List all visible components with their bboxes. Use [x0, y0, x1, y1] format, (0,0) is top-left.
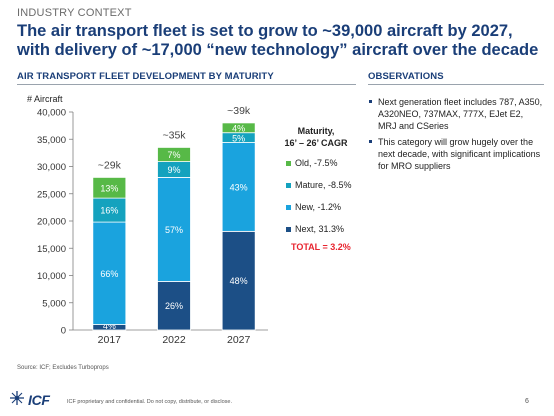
observation-bullet: This category will grow hugely over the … — [368, 136, 544, 172]
x-tick-label: 2017 — [98, 334, 122, 346]
y-tick-label: 35,000 — [37, 135, 66, 146]
bar-value-label: 4% — [103, 321, 116, 331]
section-kicker: INDUSTRY CONTEXT — [17, 7, 132, 19]
bar-total-label: ~29k — [98, 159, 122, 171]
y-axis-label: # Aircraft — [27, 94, 63, 104]
source-note: Source: ICF; Excludes Turboprops — [17, 365, 109, 371]
bar-total-label: ~39k — [227, 105, 251, 117]
legend-label-next: Next, 31.3% — [295, 224, 344, 234]
legend-label-new: New, -1.2% — [295, 202, 341, 212]
x-tick-label: 2022 — [162, 334, 186, 346]
observations-list: Next generation fleet includes 787, A350… — [368, 96, 544, 176]
icf-logo-text: ICF — [28, 392, 50, 408]
observations-heading: OBSERVATIONS — [368, 71, 444, 82]
bar-segment-new — [221, 142, 256, 232]
chart-section-divider — [17, 84, 356, 85]
bar-segment-new — [157, 177, 191, 282]
bar-value-label: 43% — [230, 182, 248, 192]
y-tick-label: 25,000 — [37, 189, 66, 200]
y-tick-label: 40,000 — [37, 108, 66, 119]
y-tick-label: 20,000 — [37, 217, 66, 228]
bar-segment-old — [92, 177, 127, 199]
y-tick-label: 30,000 — [37, 162, 66, 173]
fleet-stacked-bar-chart: # Aircraft 0 5,000 10,000 15,000 20,000 25,000… — [27, 94, 352, 346]
bar-value-label: 57% — [165, 225, 183, 235]
observation-bullet: Next generation fleet includes 787, A350… — [368, 96, 544, 132]
legend-total-cagr: TOTAL = 3.2% — [291, 242, 351, 252]
legend-label-mature: Mature, -8.5% — [295, 180, 352, 190]
bar-value-label: 48% — [230, 276, 248, 286]
bar-value-label: 26% — [165, 301, 183, 311]
legend-swatch-new — [286, 205, 291, 210]
legend-swatch-old — [286, 161, 291, 166]
legend-label-old: Old, -7.5% — [295, 158, 338, 168]
observations-divider — [368, 84, 544, 85]
legend-title: 16’ – 26’ CAGR — [284, 138, 348, 148]
bar-segment-old — [157, 147, 191, 162]
chart-section-heading: AIR TRANSPORT FLEET DEVELOPMENT BY MATUR… — [17, 71, 274, 82]
bar-segment-next — [157, 281, 191, 331]
bar-value-label: 4% — [232, 124, 245, 134]
confidential-notice: ICF proprietary and confidential. Do not… — [67, 399, 232, 405]
bar-value-label: 66% — [100, 269, 118, 279]
y-tick-label: 0 — [61, 326, 66, 337]
legend-swatch-next — [286, 227, 291, 232]
bar-total-label: ~35k — [162, 129, 186, 141]
icf-logo-mark-icon — [10, 391, 24, 405]
bar-value-label: 13% — [100, 183, 118, 193]
bar-segment-old — [221, 122, 256, 134]
legend-swatch-mature — [286, 183, 291, 188]
bar-value-label: 16% — [100, 206, 118, 216]
y-tick-label: 5,000 — [42, 298, 66, 309]
bar-value-label: 5% — [232, 134, 245, 144]
page-number: 6 — [525, 398, 529, 405]
bar-value-label: 9% — [167, 165, 180, 175]
y-tick-label: 15,000 — [37, 244, 66, 255]
bar-segment-next — [221, 230, 256, 331]
x-tick-label: 2027 — [227, 334, 251, 346]
legend-title: Maturity, — [298, 126, 335, 136]
y-tick-label: 10,000 — [37, 271, 66, 282]
bar-value-label: 7% — [167, 150, 180, 160]
slide-title: The air transport fleet is set to grow t… — [17, 22, 539, 59]
bar-segment-new — [92, 221, 127, 325]
